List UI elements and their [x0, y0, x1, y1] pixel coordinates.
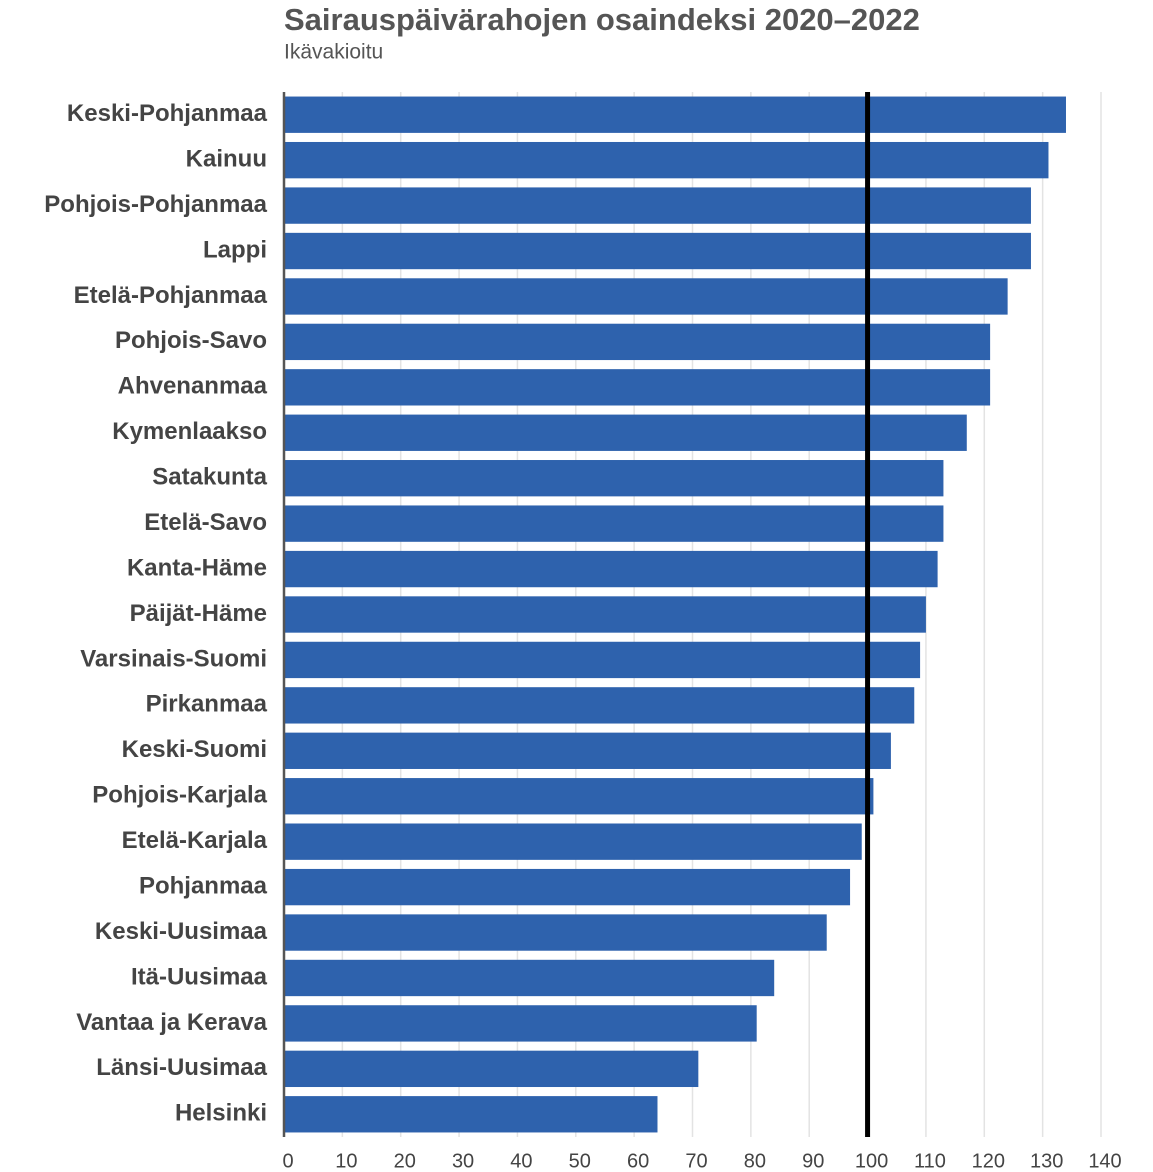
y-tick-label: Keski-Pohjanmaa — [67, 100, 268, 127]
y-tick-label: Pohjanmaa — [139, 872, 268, 899]
chart-title: Sairauspäivärahojen osaindeksi 2020–2022 — [284, 2, 920, 37]
y-tick-label: Kanta-Häme — [127, 554, 267, 581]
x-tick-label: 20 — [394, 1150, 416, 1172]
y-tick-label: Pohjois-Karjala — [92, 782, 267, 809]
bar — [284, 868, 851, 906]
bar — [284, 96, 1066, 133]
bar — [284, 1005, 757, 1042]
chart-subtitle: Ikävakioitu — [284, 41, 383, 64]
y-tick-label: Ahvenanmaa — [118, 373, 268, 400]
y-tick-label: Kainuu — [186, 145, 267, 172]
y-tick-label: Itä-Uusimaa — [131, 963, 268, 990]
bar — [284, 1096, 658, 1133]
bar — [284, 1050, 699, 1088]
y-tick-label: Varsinais-Suomi — [80, 645, 267, 672]
x-tick-label: 60 — [627, 1150, 649, 1172]
x-tick-label: 30 — [452, 1150, 474, 1172]
bar — [284, 959, 775, 997]
y-tick-label: Keski-Uusimaa — [95, 918, 268, 945]
bar — [284, 823, 862, 860]
y-tick-label: Vantaa ja Kerava — [76, 1009, 267, 1036]
bar — [284, 914, 827, 951]
y-tick-label: Lappi — [203, 236, 267, 263]
x-tick-label: 90 — [802, 1150, 824, 1172]
bar — [284, 369, 991, 406]
x-tick-label: 130 — [1030, 1150, 1063, 1172]
bar — [284, 505, 944, 542]
y-tick-label: Pohjois-Savo — [115, 327, 267, 354]
bar — [284, 732, 891, 769]
y-tick-label: Päijät-Häme — [130, 600, 267, 627]
x-tick-label: 10 — [335, 1150, 357, 1172]
bar — [284, 323, 991, 361]
bar — [284, 687, 915, 724]
x-tick-label: 50 — [569, 1150, 591, 1172]
x-tick-label: 140 — [1088, 1150, 1121, 1172]
x-tick-label: 110 — [914, 1150, 946, 1172]
bar — [284, 232, 1031, 270]
y-tick-label: Pohjois-Pohjanmaa — [44, 191, 267, 218]
bar — [284, 550, 938, 588]
y-tick-label: Keski-Suomi — [122, 736, 267, 763]
y-tick-label: Länsi-Uusimaa — [96, 1054, 267, 1081]
y-tick-label: Etelä-Savo — [144, 509, 267, 536]
bar — [284, 187, 1031, 224]
x-tick-label: 80 — [744, 1150, 766, 1172]
bar — [284, 278, 1008, 315]
y-tick-label: Satakunta — [152, 464, 267, 491]
x-tick-label: 70 — [685, 1150, 707, 1172]
y-tick-label: Kymenlaakso — [112, 418, 267, 445]
x-tick-label: 0 — [282, 1150, 293, 1172]
bar — [284, 414, 967, 451]
y-tick-label: Etelä-Karjala — [122, 827, 268, 854]
y-tick-label: Etelä-Pohjanmaa — [74, 282, 268, 309]
bar — [284, 641, 921, 679]
y-tick-label: Pirkanmaa — [146, 691, 268, 718]
x-tick-label: 40 — [510, 1150, 532, 1172]
bar — [284, 596, 926, 633]
bar — [284, 778, 874, 815]
x-tick-label: 100 — [855, 1150, 888, 1172]
bar — [284, 460, 944, 497]
y-tick-label: Helsinki — [175, 1100, 267, 1127]
bar — [284, 141, 1049, 179]
x-tick-label: 120 — [972, 1150, 1005, 1172]
